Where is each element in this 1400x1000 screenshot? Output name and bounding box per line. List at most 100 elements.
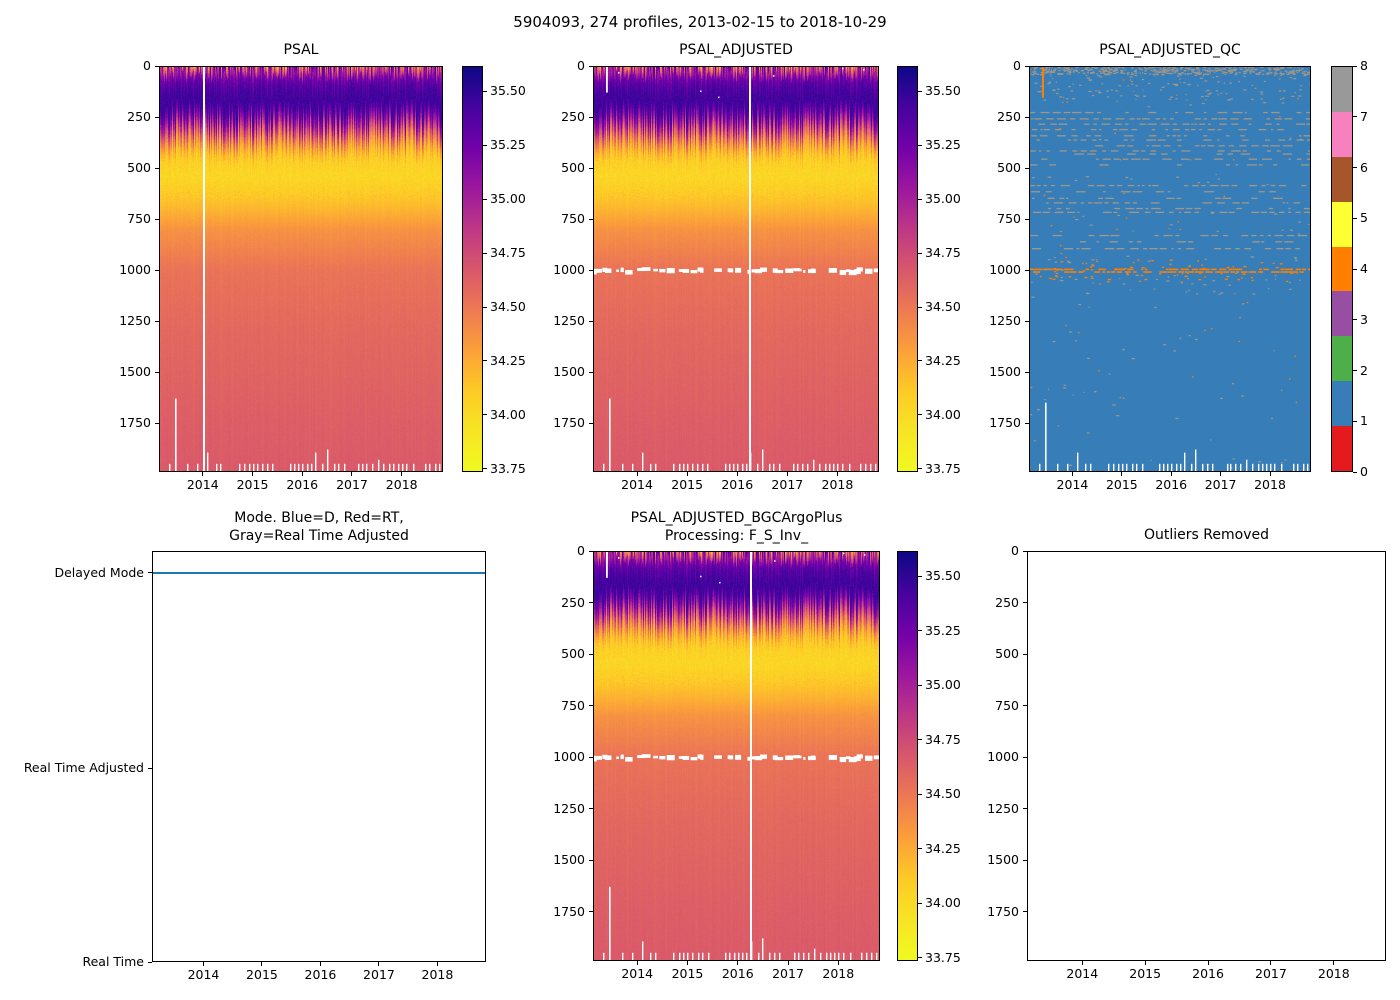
- x-tick-label: 2018: [821, 477, 854, 492]
- axes-title-line: Processing: F_S_Inv_: [664, 527, 809, 544]
- x-tick-mark: [1220, 472, 1222, 476]
- y-tick-mark: [1025, 167, 1029, 169]
- x-tick-label: 2017: [772, 966, 804, 981]
- x-tick-label: 2016: [1155, 477, 1188, 492]
- y-tick-mark: [589, 808, 593, 810]
- y-tick-label: 500: [127, 159, 151, 175]
- qc-colorbar-segment-flag2: [1332, 336, 1352, 382]
- y-tick-mark: [589, 371, 593, 373]
- axes-frame-mode: [152, 551, 486, 962]
- y-tick-label: 1500: [119, 363, 151, 379]
- colorbar-tick-label: 35.50: [925, 82, 961, 98]
- psal-heatmap-canvas: [159, 66, 443, 472]
- colorbar-tick-mark: [918, 848, 922, 850]
- y-tick-mark: [589, 705, 593, 707]
- colorbar-tick-label: 33.75: [490, 460, 526, 476]
- colorbar-tick-mark: [1353, 319, 1357, 321]
- y-tick-label: 1000: [989, 261, 1021, 277]
- y-tick-label: 1500: [987, 851, 1019, 867]
- axes-frame-outliers_removed: [1027, 551, 1386, 961]
- colorbar-tick-mark: [1353, 370, 1357, 371]
- y-tick-mark: [155, 65, 159, 67]
- qc-colorbar-segment-flag4: [1332, 246, 1352, 292]
- colorbar-tick-mark: [918, 306, 922, 308]
- y-tick-mark: [589, 602, 593, 603]
- x-tick-mark: [636, 961, 638, 965]
- y-tick-label: 1750: [989, 414, 1021, 430]
- colorbar-tick-label: 34.75: [925, 731, 961, 747]
- colorbar-tick-mark: [918, 957, 922, 959]
- x-tick-label: 2017: [771, 477, 804, 492]
- colorbar-tick-label: 7: [1360, 108, 1368, 124]
- x-tick-mark: [837, 961, 839, 965]
- salinity-colorbar: [462, 66, 483, 472]
- x-tick-label: 2014: [186, 477, 219, 492]
- axes-title-psal: PSAL: [283, 42, 319, 58]
- colorbar-tick-label: 5: [1360, 210, 1368, 225]
- mode-y-tick-label: Real Time Adjusted: [23, 759, 144, 775]
- axes-title-line: Gray=Real Time Adjusted: [229, 527, 409, 544]
- x-tick-label: 2018: [1317, 966, 1350, 981]
- y-tick-mark: [1023, 550, 1027, 552]
- y-tick-label: 1000: [553, 261, 585, 277]
- y-tick-mark: [1023, 602, 1027, 603]
- y-tick-mark: [155, 320, 159, 322]
- x-tick-label: 2018: [385, 477, 418, 492]
- x-tick-label: 2016: [304, 967, 337, 982]
- colorbar-tick-mark: [918, 414, 922, 416]
- x-tick-mark: [301, 472, 303, 476]
- x-tick-mark: [1333, 961, 1335, 965]
- y-tick-label: 1250: [989, 312, 1021, 328]
- y-tick-label: 1250: [987, 800, 1019, 816]
- colorbar-tick-label: 3: [1360, 311, 1368, 327]
- colorbar-tick-label: 35.50: [925, 568, 961, 584]
- y-tick-label: 750: [561, 697, 585, 713]
- y-tick-mark: [589, 116, 593, 118]
- y-tick-mark: [148, 572, 152, 574]
- colorbar-tick-mark: [918, 630, 922, 632]
- axes-title-psal_adjusted_bgcargoplus: PSAL_ADJUSTED_BGCArgoPlus Processing: F_S…: [631, 510, 843, 546]
- colorbar-tick-mark: [483, 360, 487, 362]
- colorbar-tick-label: 34.00: [925, 406, 961, 422]
- y-tick-mark: [148, 767, 152, 769]
- y-tick-label: 1000: [987, 748, 1019, 764]
- y-tick-label: 1500: [553, 851, 585, 867]
- x-tick-label: 2014: [187, 967, 220, 982]
- y-tick-label: 1250: [119, 312, 151, 328]
- x-tick-mark: [736, 472, 738, 476]
- y-tick-mark: [589, 422, 593, 424]
- y-tick-label: 750: [997, 210, 1021, 226]
- y-tick-label: 0: [577, 57, 585, 73]
- colorbar-tick-mark: [483, 252, 487, 254]
- colorbar-tick-label: 34.25: [490, 352, 526, 368]
- colorbar-tick-label: 34.75: [490, 244, 526, 260]
- y-tick-label: 750: [995, 697, 1019, 713]
- axes-title-psal_adjusted: PSAL_ADJUSTED: [679, 42, 793, 58]
- axes-title-line: PSAL_ADJUSTED_BGCArgoPlus: [630, 510, 843, 526]
- colorbar-tick-label: 4: [1360, 260, 1368, 276]
- colorbar-tick-label: 34.50: [490, 298, 526, 314]
- colorbar-tick-mark: [918, 902, 922, 904]
- mode-y-tick-label: Real Time: [82, 953, 144, 969]
- y-tick-mark: [1023, 705, 1027, 707]
- qc-colorbar-segment-flag7: [1332, 111, 1352, 157]
- y-tick-label: 250: [995, 594, 1019, 610]
- colorbar-tick-mark: [918, 575, 922, 577]
- y-tick-mark: [589, 269, 593, 271]
- salinity-colorbar: [897, 66, 918, 472]
- colorbar-tick-label: 35.00: [925, 190, 961, 206]
- colorbar-tick-mark: [918, 684, 922, 686]
- colorbar-tick-mark: [918, 793, 922, 795]
- salinity-colorbar: [897, 551, 918, 961]
- y-tick-mark: [155, 116, 159, 118]
- qc-colorbar-segment-flag3: [1332, 291, 1352, 337]
- y-tick-mark: [1025, 422, 1029, 424]
- colorbar-tick-label: 2: [1360, 362, 1368, 378]
- x-tick-mark: [686, 961, 688, 965]
- colorbar-tick-mark: [483, 198, 487, 200]
- colorbar-tick-label: 34.75: [925, 244, 961, 260]
- figure-title: 5904093, 274 profiles, 2013-02-15 to 201…: [513, 13, 887, 31]
- x-tick-label: 2018: [822, 966, 855, 981]
- y-tick-label: 0: [1011, 542, 1019, 558]
